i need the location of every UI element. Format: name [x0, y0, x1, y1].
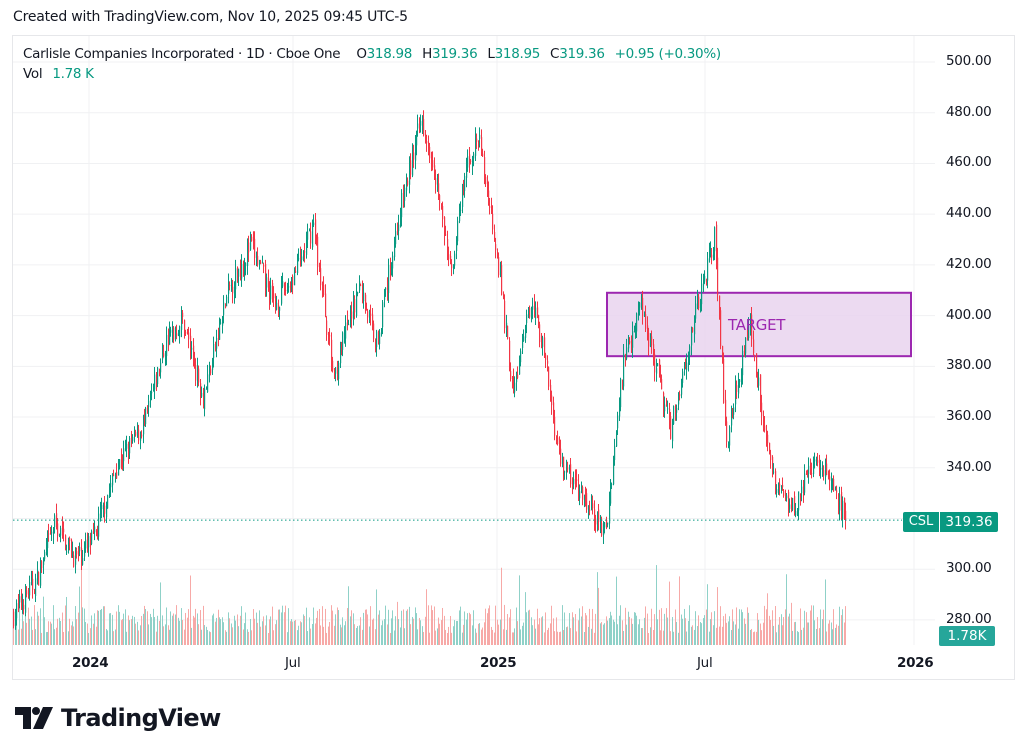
price-axis-label: 500.00	[946, 53, 992, 69]
time-axis-label: 2025	[480, 655, 517, 671]
created-with-caption: Created with TradingView.com, Nov 10, 20…	[13, 9, 408, 25]
symbol-tag: CSL	[903, 512, 939, 532]
candlestick-series	[13, 110, 847, 630]
price-axis-label: 280.00	[946, 610, 992, 627]
volume-tag: 1.78K	[939, 626, 995, 646]
price-axis-label: 360.00	[946, 408, 992, 425]
price-axis-label: 420.00	[946, 255, 992, 272]
tradingview-logo-icon	[15, 707, 53, 729]
volume-value: 1.78 K	[52, 66, 94, 82]
close-value: 319.36	[559, 46, 605, 62]
symbol-title[interactable]: Carlisle Companies Incorporated · 1D · C…	[23, 46, 341, 62]
time-axis-label: Jul	[285, 655, 301, 671]
tradingview-brand[interactable]: TradingView	[15, 704, 221, 732]
volume-bars	[13, 565, 846, 645]
last-price-tag: 319.36	[940, 512, 998, 532]
time-axis-label: 2026	[897, 655, 934, 671]
target-zone[interactable]	[606, 291, 912, 358]
price-axis-label: 480.00	[946, 103, 992, 120]
price-axis-label: 340.00	[946, 458, 992, 475]
price-axis-label: 300.00	[946, 560, 992, 577]
target-label: TARGET	[728, 316, 786, 334]
legend-ohlc-row: Carlisle Companies Incorporated · 1D · C…	[23, 46, 722, 62]
price-axis-label: 400.00	[946, 306, 992, 323]
brand-name: TradingView	[61, 704, 221, 732]
price-axis-label: 460.00	[946, 154, 992, 171]
high-value: 319.36	[431, 46, 478, 62]
legend-volume-row: Vol 1.78 K	[23, 66, 94, 82]
time-axis-label: 2024	[72, 655, 109, 671]
price-axis-label: 380.00	[946, 357, 992, 374]
chart-frame	[12, 35, 1015, 680]
price-axis-label: 440.00	[946, 205, 992, 222]
change-value: +0.95 (+0.30%)	[614, 46, 722, 62]
chart-legend: Carlisle Companies Incorporated · 1D · C…	[23, 44, 721, 84]
low-value: 318.95	[494, 46, 541, 62]
time-axis-label: Jul	[697, 655, 713, 671]
open-value: 318.98	[366, 46, 413, 62]
